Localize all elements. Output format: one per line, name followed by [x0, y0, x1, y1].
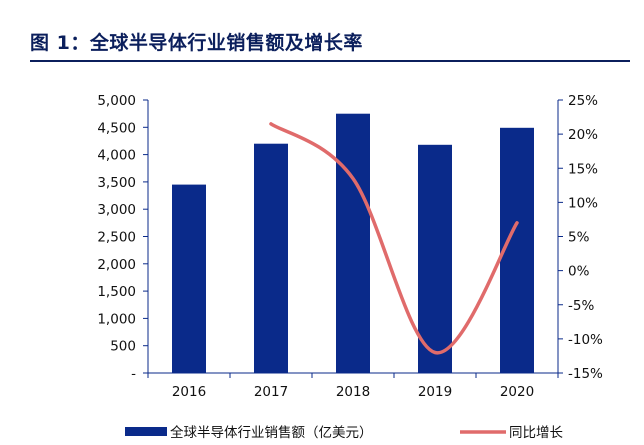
y-left-tick-label: 2,500: [97, 230, 136, 246]
y-right-tick-label: 25%: [568, 93, 598, 109]
bar-2018: [336, 113, 370, 373]
x-tick-label: 2017: [254, 384, 288, 400]
y-right-tick-label: 15%: [568, 161, 598, 177]
y-left-tick-label: 1,000: [97, 311, 136, 327]
y-left-tick-label: 1,500: [97, 284, 136, 300]
x-tick-label: 2016: [172, 384, 206, 400]
y-right-tick-label: -15%: [568, 366, 603, 382]
y-right-tick-label: 0%: [568, 264, 590, 280]
y-left-tick-label: 3,000: [97, 202, 136, 218]
bar-2017: [254, 143, 288, 373]
x-tick-label: 2019: [418, 384, 452, 400]
y-right-tick-label: 10%: [568, 195, 598, 211]
growth-line-layer: [269, 122, 519, 355]
figure-title: 图 1：全球半导体行业销售额及增长率: [30, 32, 363, 54]
title-rule: [30, 60, 630, 62]
growth-rate-line: [269, 122, 519, 355]
y-right-tick-label: 20%: [568, 127, 598, 143]
bars-layer: [172, 113, 534, 373]
legend-bar-swatch: [125, 427, 167, 436]
bar-2020: [500, 127, 534, 373]
y-right-tick-label: -5%: [568, 298, 594, 314]
y-right-tick-label: -10%: [568, 332, 603, 348]
y-left-tick-label: -: [131, 366, 136, 382]
x-tick-label: 2018: [336, 384, 370, 400]
y-left-tick-label: 5,000: [97, 93, 136, 109]
y-left-tick-label: 500: [110, 339, 136, 355]
legend: 全球半导体行业销售额（亿美元） 同比增长: [125, 424, 563, 441]
bar-2016: [172, 184, 206, 373]
y-left-tick-label: 3,500: [97, 175, 136, 191]
y-left-tick-label: 2,000: [97, 257, 136, 273]
y-left-tick-label: 4,500: [97, 120, 136, 136]
bar-2019: [418, 144, 452, 373]
x-tick-label: 2020: [500, 384, 534, 400]
y-left-tick-label: 4,000: [97, 148, 136, 164]
legend-bar-label: 全球半导体行业销售额（亿美元）: [170, 424, 373, 441]
legend-line-label: 同比增长: [509, 425, 563, 441]
axes-layer: - 500 1,000 1,500 2,000 2,500 3,000 3,500 4,000 4…: [97, 93, 603, 400]
y-right-tick-label: 5%: [568, 230, 590, 246]
